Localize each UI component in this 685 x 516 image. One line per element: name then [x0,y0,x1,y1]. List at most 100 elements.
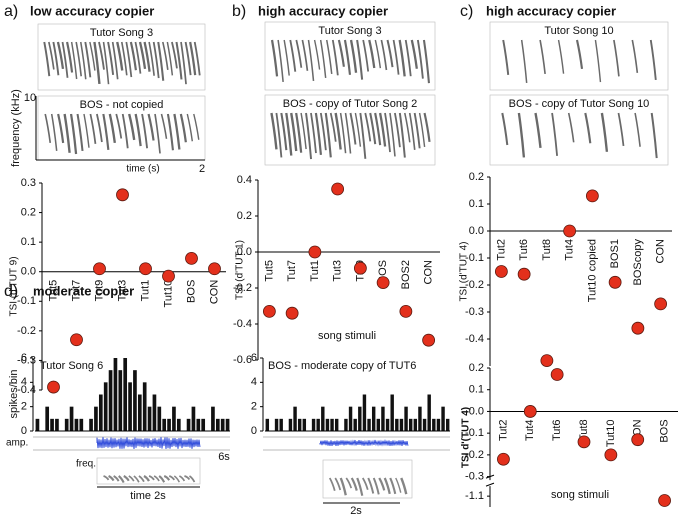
histogram-bar [191,406,196,431]
histogram-bar [321,406,325,431]
scale-label: time 2s [130,490,166,502]
x-tick-label: Tut4 [564,239,576,261]
spectrogram-stroke [285,112,293,156]
spectrogram-stroke [339,112,347,154]
spectrogram-stroke [349,39,358,73]
spectrogram-stroke [356,477,364,496]
spec-y-tick: 10 [24,92,36,104]
data-point [654,297,668,311]
spectrogram-stroke [398,39,406,77]
spectrogram-stroke [153,475,160,482]
histogram-bar [445,418,450,431]
spectrogram-stroke [329,112,337,142]
spectrogram-stroke [160,113,168,139]
y-tick-label: -0.1 [465,252,484,264]
data-point [517,267,531,281]
y-tick-label: -0.3 [465,306,484,318]
spectrogram-stroke [162,41,169,70]
spectrogram-stroke [398,112,406,158]
histogram-bar [404,406,408,431]
spectrogram-stroke [89,113,97,144]
histogram-bar [152,394,157,431]
spectrogram-stroke [129,41,137,71]
spectrogram-stroke [362,39,370,72]
data-point [162,269,175,283]
spectrogram-stroke [79,41,87,80]
histogram-bar [89,418,93,431]
histogram-bar [94,406,98,431]
histogram-bar [367,418,371,431]
spectrogram-stroke [128,113,136,141]
y-tick-label: 0 [251,425,257,437]
spectrogram [103,474,196,484]
histogram-bar [385,418,390,431]
spectrogram-stroke [66,41,74,73]
spectrogram-stroke [277,39,284,83]
data-point [93,262,106,276]
spectrogram-stroke [418,112,426,148]
spectrogram-stroke [270,39,279,77]
panel-title: high accuracy copier [486,3,616,18]
spectrogram-stroke [121,113,129,149]
spectrogram-stroke [343,39,352,75]
spectrogram-stroke [158,475,166,483]
spectrogram-label: Tutor Song 10 [544,25,613,37]
amp-label: amp. [6,438,28,449]
data-point [262,304,276,318]
spectrogram-stroke [502,39,510,76]
spectrogram-stroke [157,41,165,81]
spectrogram-stroke [166,113,174,151]
spectrogram-stroke [374,39,382,69]
x-tick-label: CON [655,239,667,264]
spectrogram-stroke [567,112,575,143]
spectrogram-stroke [93,41,101,85]
spectrogram-stroke [61,41,69,78]
spectrogram-stroke [349,112,357,145]
spectrogram-stroke [313,39,321,70]
spectrogram-stroke [394,112,401,148]
spectrogram-stroke [395,477,402,493]
spectrogram-stroke [108,113,116,144]
y-tick-label: 0 [21,425,27,437]
histogram-bar [408,418,413,431]
x-tick-label: CON [208,280,220,305]
histogram-bar [348,406,353,431]
spectrogram-stroke [389,477,397,495]
axis-break-gap [486,480,494,487]
spectrogram-stroke [84,41,92,78]
spectrogram-stroke [374,112,382,146]
spectrogram-stroke [115,113,123,139]
histogram-bar [395,418,399,431]
y-tick-label: -0.1 [465,427,484,439]
spectrogram-stroke [184,41,192,76]
spectrogram-stroke [314,112,322,155]
spectrogram-stroke [378,112,387,147]
histogram-bar [334,418,339,431]
histogram-bar [293,406,297,431]
data-point [331,182,345,196]
x-axis-label: song stimuli [551,489,609,501]
panel-label: c) [460,3,473,20]
spectrogram-stroke [331,39,339,76]
data-point [497,452,510,466]
histogram-bar [176,418,181,431]
histogram-bar [316,418,320,431]
y-tick-label: -0.3 [465,471,484,483]
spectrogram-stroke [344,112,352,154]
y-tick-label: 0.2 [21,206,36,218]
x-tick-label: Tut6 [551,419,563,441]
spectrogram-stroke [501,112,509,146]
spectrogram-stroke [319,39,327,79]
spectrogram-stroke [102,41,110,85]
panel-label: b) [232,3,246,20]
x-tick-label: Tut7 [70,280,82,302]
x-tick-label: Tut1 [139,280,151,302]
histogram-bar [436,418,441,431]
histogram-bar [371,406,376,431]
histogram-bar [344,418,348,431]
histogram-bar [302,418,307,431]
ylabel: spikes/bin [8,370,20,419]
data-point [376,276,390,290]
histogram-bar [288,418,293,431]
